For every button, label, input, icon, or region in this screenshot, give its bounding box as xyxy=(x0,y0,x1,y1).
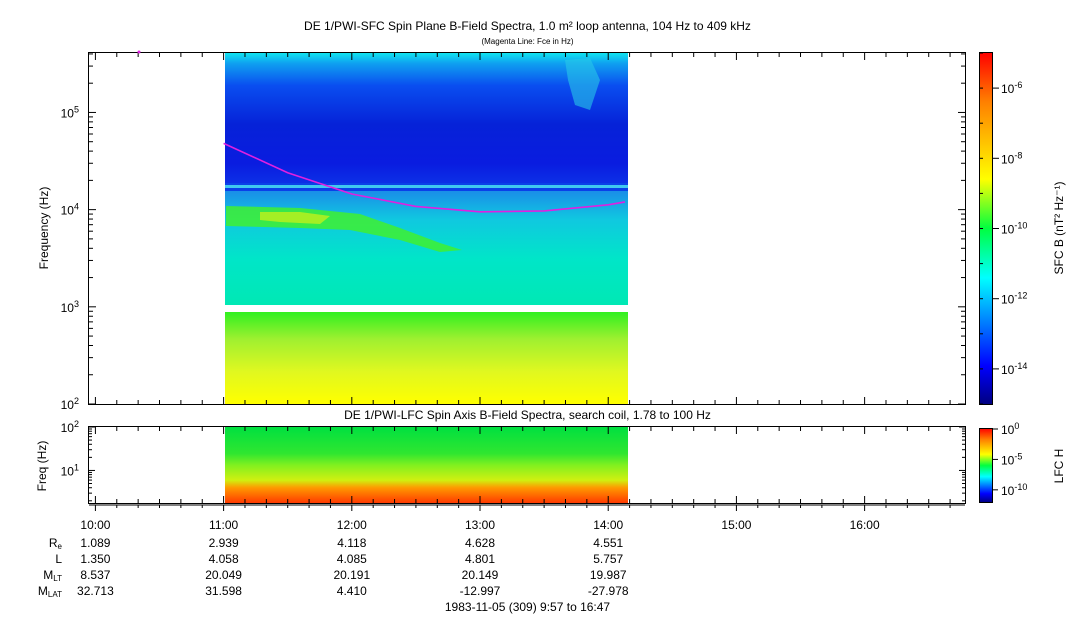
ephemeris-value: 4.085 xyxy=(336,552,367,566)
x-tick-label: 16:00 xyxy=(850,518,880,532)
sfc-spectrogram xyxy=(225,53,628,404)
axis-ticks xyxy=(89,52,999,511)
top-colorbar-tick-label: 10-14 xyxy=(1001,361,1027,377)
top-y-tick-label: 102 xyxy=(61,396,79,412)
top-colorbar-tick-label: 10-8 xyxy=(1001,150,1022,166)
top-colorbar-tick-label: 10-6 xyxy=(1001,80,1022,96)
bottom-colorbar-tick-label: 10-10 xyxy=(1001,482,1027,498)
sfc-gap xyxy=(225,305,628,312)
sfc-high-band xyxy=(225,53,628,183)
top-y-tick-label: 105 xyxy=(61,104,79,120)
ephemeris-row-label: MLT xyxy=(43,568,62,583)
ephemeris-value: 4.628 xyxy=(464,536,496,550)
ephemeris-value: 20.049 xyxy=(205,568,242,582)
ephemeris-value: 19.987 xyxy=(589,568,627,582)
top-panel-title: DE 1/PWI-SFC Spin Plane B-Field Spectra,… xyxy=(304,19,751,33)
bottom-y-tick-label: 101 xyxy=(61,462,79,478)
ephemeris-value: 1.350 xyxy=(80,552,111,566)
ephemeris-value: 4.118 xyxy=(337,536,367,550)
sfc-line-band-bright xyxy=(225,185,628,188)
top-colorbar-tick-label: 10-10 xyxy=(1001,221,1027,237)
bottom-panel-title: DE 1/PWI-LFC Spin Axis B-Field Spectra, … xyxy=(344,408,711,422)
ephemeris-value: 4.058 xyxy=(208,552,239,566)
ephemeris-value: 2.939 xyxy=(208,536,239,550)
ephemeris-value: 20.191 xyxy=(333,568,371,582)
sfc-low-band xyxy=(225,312,628,404)
ephemeris-row-label: L xyxy=(55,552,62,566)
ephemeris-value: 5.757 xyxy=(593,552,624,566)
top-y-tick-label: 103 xyxy=(61,299,79,315)
ephemeris-row-label: Re xyxy=(48,536,62,551)
x-tick-label: 13:00 xyxy=(465,518,495,532)
bottom-colorbar-tick-label: 100 xyxy=(1001,421,1019,437)
bottom-y-tick-label: 102 xyxy=(61,419,79,435)
x-tick-label: 14:00 xyxy=(593,518,623,532)
ephemeris-value: 32.713 xyxy=(77,584,114,598)
top-panel-subtitle: (Magenta Line: Fce in Hz) xyxy=(481,37,574,46)
ephemeris-value: 1.089 xyxy=(80,536,111,550)
ephemeris-value: 31.598 xyxy=(205,584,242,598)
ephemeris-value: -27.978 xyxy=(587,584,629,598)
bottom-colorbar xyxy=(979,428,993,503)
x-tick-label: 11:00 xyxy=(209,518,238,532)
time-range-footer: 1983-11-05 (309) 9:57 to 16:47 xyxy=(444,600,611,614)
x-tick-label: 10:00 xyxy=(80,518,110,532)
sfc-emission-core xyxy=(260,212,330,224)
lfc-spectrogram xyxy=(225,427,628,503)
fce-marker xyxy=(137,50,141,54)
ephemeris-value: 4.801 xyxy=(464,552,496,566)
axis-tick-labels: 102 103 104 105 101 102 10:00 11:00 12:00 13:00 14… xyxy=(61,80,1028,532)
x-tick-label: 12:00 xyxy=(337,518,367,532)
ephemeris-value: 4.410 xyxy=(336,584,367,598)
ephemeris-value: -12.997 xyxy=(459,584,501,598)
fce-line xyxy=(223,142,626,213)
bottom-colorbar-tick-label: 10-5 xyxy=(1001,451,1022,467)
top-colorbar-tick-label: 10-12 xyxy=(1001,291,1027,307)
sfc-bright-patch xyxy=(565,58,600,110)
ephemeris-value: 20.149 xyxy=(461,568,499,582)
top-y-tick-label: 104 xyxy=(61,202,79,218)
ephemeris-value: 8.537 xyxy=(80,568,111,582)
ephemeris-row-label: MLAT xyxy=(37,584,62,599)
x-tick-label: 15:00 xyxy=(721,518,751,532)
ephemeris-value: 4.551 xyxy=(593,536,624,550)
